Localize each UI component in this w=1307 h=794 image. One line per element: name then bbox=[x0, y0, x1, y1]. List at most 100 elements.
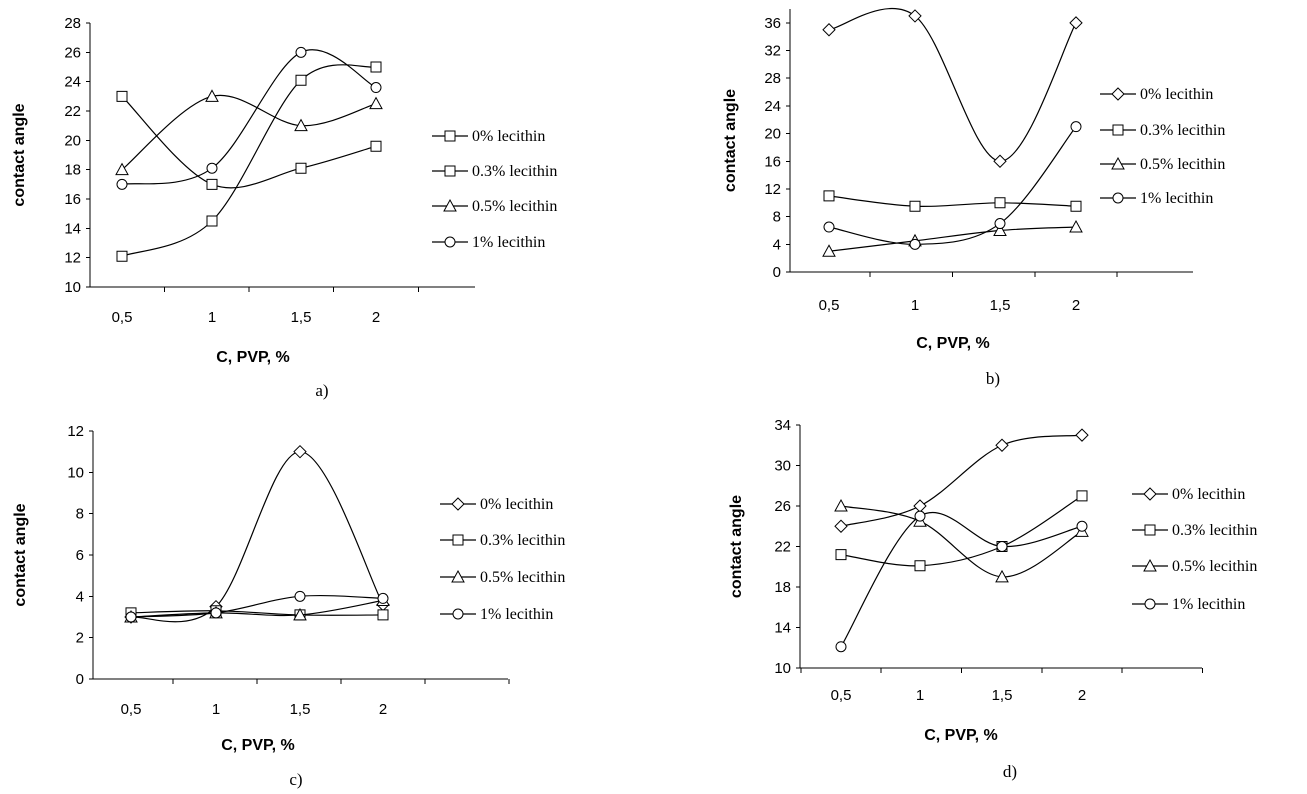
y-axis-title: contact angle bbox=[12, 503, 29, 606]
y-tick-label: 34 bbox=[774, 417, 791, 434]
data-point-marker bbox=[1069, 16, 1083, 30]
y-tick-label: 0 bbox=[773, 264, 781, 281]
y-tick-label: 24 bbox=[64, 74, 81, 91]
y-tick-label: 6 bbox=[76, 547, 84, 564]
x-tick-label: 2 bbox=[379, 701, 387, 718]
data-point-marker bbox=[115, 162, 129, 176]
y-tick-label: 4 bbox=[76, 588, 84, 605]
y-tick-label: 10 bbox=[774, 660, 791, 677]
legend-label: 1% lecithin bbox=[1172, 596, 1245, 613]
y-axis-title: contact angle bbox=[722, 89, 739, 192]
series-line bbox=[828, 126, 1077, 245]
panel-label: c) bbox=[289, 770, 302, 789]
y-axis-title: contact angle bbox=[728, 495, 745, 598]
y-tick-label: 24 bbox=[764, 98, 781, 115]
x-axis-title: C, PVP, % bbox=[924, 727, 998, 744]
legend-marker bbox=[1112, 124, 1124, 136]
data-point-marker bbox=[1075, 428, 1089, 442]
data-point-marker bbox=[370, 61, 382, 73]
series-line bbox=[828, 7, 1077, 162]
data-point-marker bbox=[294, 590, 306, 602]
y-tick-label: 12 bbox=[67, 423, 84, 440]
data-point-marker bbox=[206, 178, 218, 190]
legend-marker bbox=[1144, 598, 1156, 610]
series-line bbox=[130, 599, 384, 618]
data-point-marker bbox=[996, 541, 1008, 552]
data-point-marker bbox=[377, 609, 389, 621]
legend-label: 0% lecithin bbox=[472, 128, 545, 145]
data-point-marker bbox=[1076, 520, 1088, 532]
y-tick-label: 22 bbox=[64, 103, 81, 120]
data-point-marker bbox=[295, 162, 307, 174]
x-tick-label: 0,5 bbox=[112, 309, 133, 326]
y-tick-label: 14 bbox=[64, 220, 81, 237]
x-tick-label: 1,5 bbox=[290, 701, 311, 718]
series-line bbox=[828, 226, 1077, 252]
data-point-marker bbox=[995, 569, 1009, 583]
data-point-marker bbox=[909, 238, 921, 250]
data-point-marker bbox=[206, 215, 218, 227]
legend-marker bbox=[444, 236, 456, 248]
legend-label: 1% lecithin bbox=[472, 234, 545, 251]
y-tick-label: 10 bbox=[67, 464, 84, 481]
y-tick-label: 8 bbox=[773, 209, 781, 226]
data-point-marker bbox=[206, 162, 218, 174]
x-tick-label: 0,5 bbox=[831, 687, 852, 704]
y-tick-label: 28 bbox=[764, 70, 781, 87]
series-line bbox=[130, 594, 384, 618]
x-tick-label: 1 bbox=[208, 309, 216, 326]
legend-label: 0.3% lecithin bbox=[1172, 522, 1257, 539]
series-line bbox=[828, 195, 1077, 208]
y-tick-label: 16 bbox=[64, 191, 81, 208]
y-tick-label: 8 bbox=[76, 506, 84, 523]
data-point-marker bbox=[125, 611, 137, 623]
y-tick-label: 26 bbox=[774, 498, 791, 515]
data-point-marker bbox=[205, 89, 219, 102]
data-point-marker bbox=[370, 82, 382, 94]
legend-label: 0% lecithin bbox=[1140, 86, 1213, 103]
legend-marker bbox=[444, 165, 456, 177]
chart-panel-d: 10 14 18 22 26 30 34 0,5 1 1,5 2 C, PVP, % contact a… bbox=[728, 417, 1257, 781]
y-tick-label: 30 bbox=[774, 458, 791, 475]
x-tick-label: 1,5 bbox=[291, 309, 312, 326]
data-point-marker bbox=[823, 221, 835, 233]
data-point-marker bbox=[1070, 121, 1082, 133]
series-line bbox=[121, 64, 377, 257]
legend-label: 0.5% lecithin bbox=[1140, 156, 1225, 173]
legend-marker bbox=[444, 130, 456, 142]
y-tick-label: 20 bbox=[764, 126, 781, 143]
y-tick-label: 36 bbox=[764, 15, 781, 32]
y-tick-label: 18 bbox=[64, 162, 81, 179]
series-line bbox=[121, 94, 377, 171]
x-axis-title: C, PVP, % bbox=[216, 349, 290, 366]
y-tick-label: 0 bbox=[76, 671, 84, 688]
y-tick-label: 18 bbox=[774, 579, 791, 596]
data-point-marker bbox=[822, 244, 836, 257]
legend-marker bbox=[1144, 524, 1156, 536]
data-point-marker bbox=[908, 9, 922, 23]
series-line bbox=[121, 95, 377, 189]
data-point-marker bbox=[1070, 200, 1082, 212]
panel-label: a) bbox=[315, 381, 328, 400]
y-tick-label: 26 bbox=[64, 44, 81, 61]
series-line bbox=[121, 49, 377, 185]
data-point-marker bbox=[822, 23, 836, 37]
series-line bbox=[840, 434, 1083, 527]
legend-marker bbox=[451, 497, 465, 511]
legend-marker bbox=[1143, 558, 1157, 572]
legend-marker bbox=[1143, 487, 1157, 501]
x-axis-title: C, PVP, % bbox=[916, 335, 990, 352]
data-point-marker bbox=[377, 592, 389, 604]
data-point-marker bbox=[369, 96, 383, 110]
data-point-marker bbox=[835, 641, 847, 653]
series-line bbox=[840, 511, 1083, 648]
data-point-marker bbox=[293, 444, 307, 459]
legend-marker bbox=[443, 198, 457, 212]
y-tick-label: 2 bbox=[76, 630, 84, 647]
data-point-marker bbox=[294, 118, 308, 132]
legend-marker bbox=[451, 569, 465, 583]
data-point-marker bbox=[834, 498, 848, 512]
panel-label: d) bbox=[1003, 762, 1017, 781]
legend-label: 1% lecithin bbox=[1140, 190, 1213, 207]
